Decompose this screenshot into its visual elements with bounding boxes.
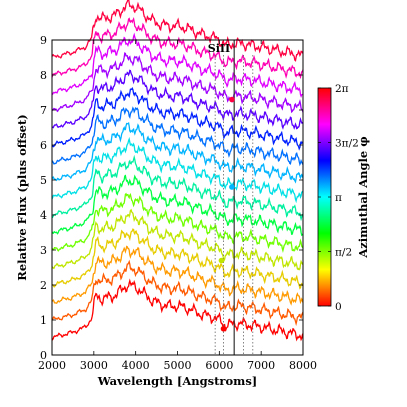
- spectrum-line: [51, 52, 304, 114]
- x-tick-label: 6000: [205, 359, 233, 372]
- colorbar-tick-label: 2π: [335, 83, 349, 95]
- x-tick-label: 8000: [289, 359, 317, 372]
- spectrum-line: [51, 228, 304, 290]
- x-tick-label: 5000: [164, 359, 192, 372]
- x-tick-label: 2000: [38, 359, 66, 372]
- x-tick-label: 7000: [247, 359, 275, 372]
- y-tick-label: 6: [40, 139, 47, 152]
- x-tick-label: 4000: [122, 359, 150, 372]
- y-tick-label: 1: [40, 314, 47, 327]
- spectrum-line: [51, 259, 304, 327]
- colorbar-tick-label: 0: [335, 301, 342, 313]
- vertical-lines: [214, 40, 254, 355]
- colorbar-tick-label: 3π/2: [335, 138, 359, 150]
- absorption-marker: [220, 325, 227, 332]
- spectrum-line: [51, 245, 304, 306]
- spectrum-line: [51, 208, 304, 271]
- y-tick-label: 3: [40, 244, 47, 257]
- spectrum-line: [51, 154, 304, 222]
- y-tick-label: 5: [40, 174, 47, 187]
- y-tick-label: 7: [40, 104, 47, 117]
- colorbar-tick-label: π/2: [335, 247, 352, 259]
- colorbar-tick-label: π: [335, 192, 342, 204]
- spectrum-line: [51, 278, 304, 342]
- siII-annotation: SiII: [208, 42, 230, 55]
- y-tick-label: 8: [40, 69, 47, 82]
- y-tick-label: 4: [40, 209, 47, 222]
- spectrum-line: [51, 0, 304, 62]
- spectrum-line: [51, 86, 304, 151]
- y-axis-ticks: 0 1 2 3 4 5 6 7 8 9: [40, 34, 303, 362]
- absorption-marker: [218, 257, 225, 264]
- spectrum-line: [51, 16, 304, 80]
- absorption-marker: [229, 96, 235, 103]
- x-axis-title: Wavelength [Angstroms]: [97, 374, 258, 388]
- y-tick-label: 9: [40, 34, 47, 47]
- y-tick-label: 2: [40, 279, 47, 292]
- spectrum-line: [51, 69, 304, 130]
- markers-layer: [218, 96, 235, 332]
- absorption-marker: [229, 184, 235, 190]
- spectrum-line: [51, 192, 304, 254]
- spectrum-line: [51, 174, 304, 237]
- colorbar-title: Azimuthal Angle φ: [356, 136, 370, 258]
- spectrum-line: [51, 121, 304, 184]
- spectrum-line: [51, 106, 304, 167]
- y-tick-label: 0: [40, 349, 47, 362]
- y-axis-title: Relative Flux (plus offset): [15, 114, 29, 280]
- spectrum-line: [51, 136, 304, 204]
- series-layer: [51, 0, 304, 342]
- x-axis-ticks: 2000 3000 4000 5000 6000 7000 8000: [38, 40, 317, 372]
- x-tick-label: 3000: [80, 359, 108, 372]
- colorbar-ticks: 0 π/2 π 3π/2 2π: [318, 83, 359, 313]
- spectrum-line: [52, 32, 304, 98]
